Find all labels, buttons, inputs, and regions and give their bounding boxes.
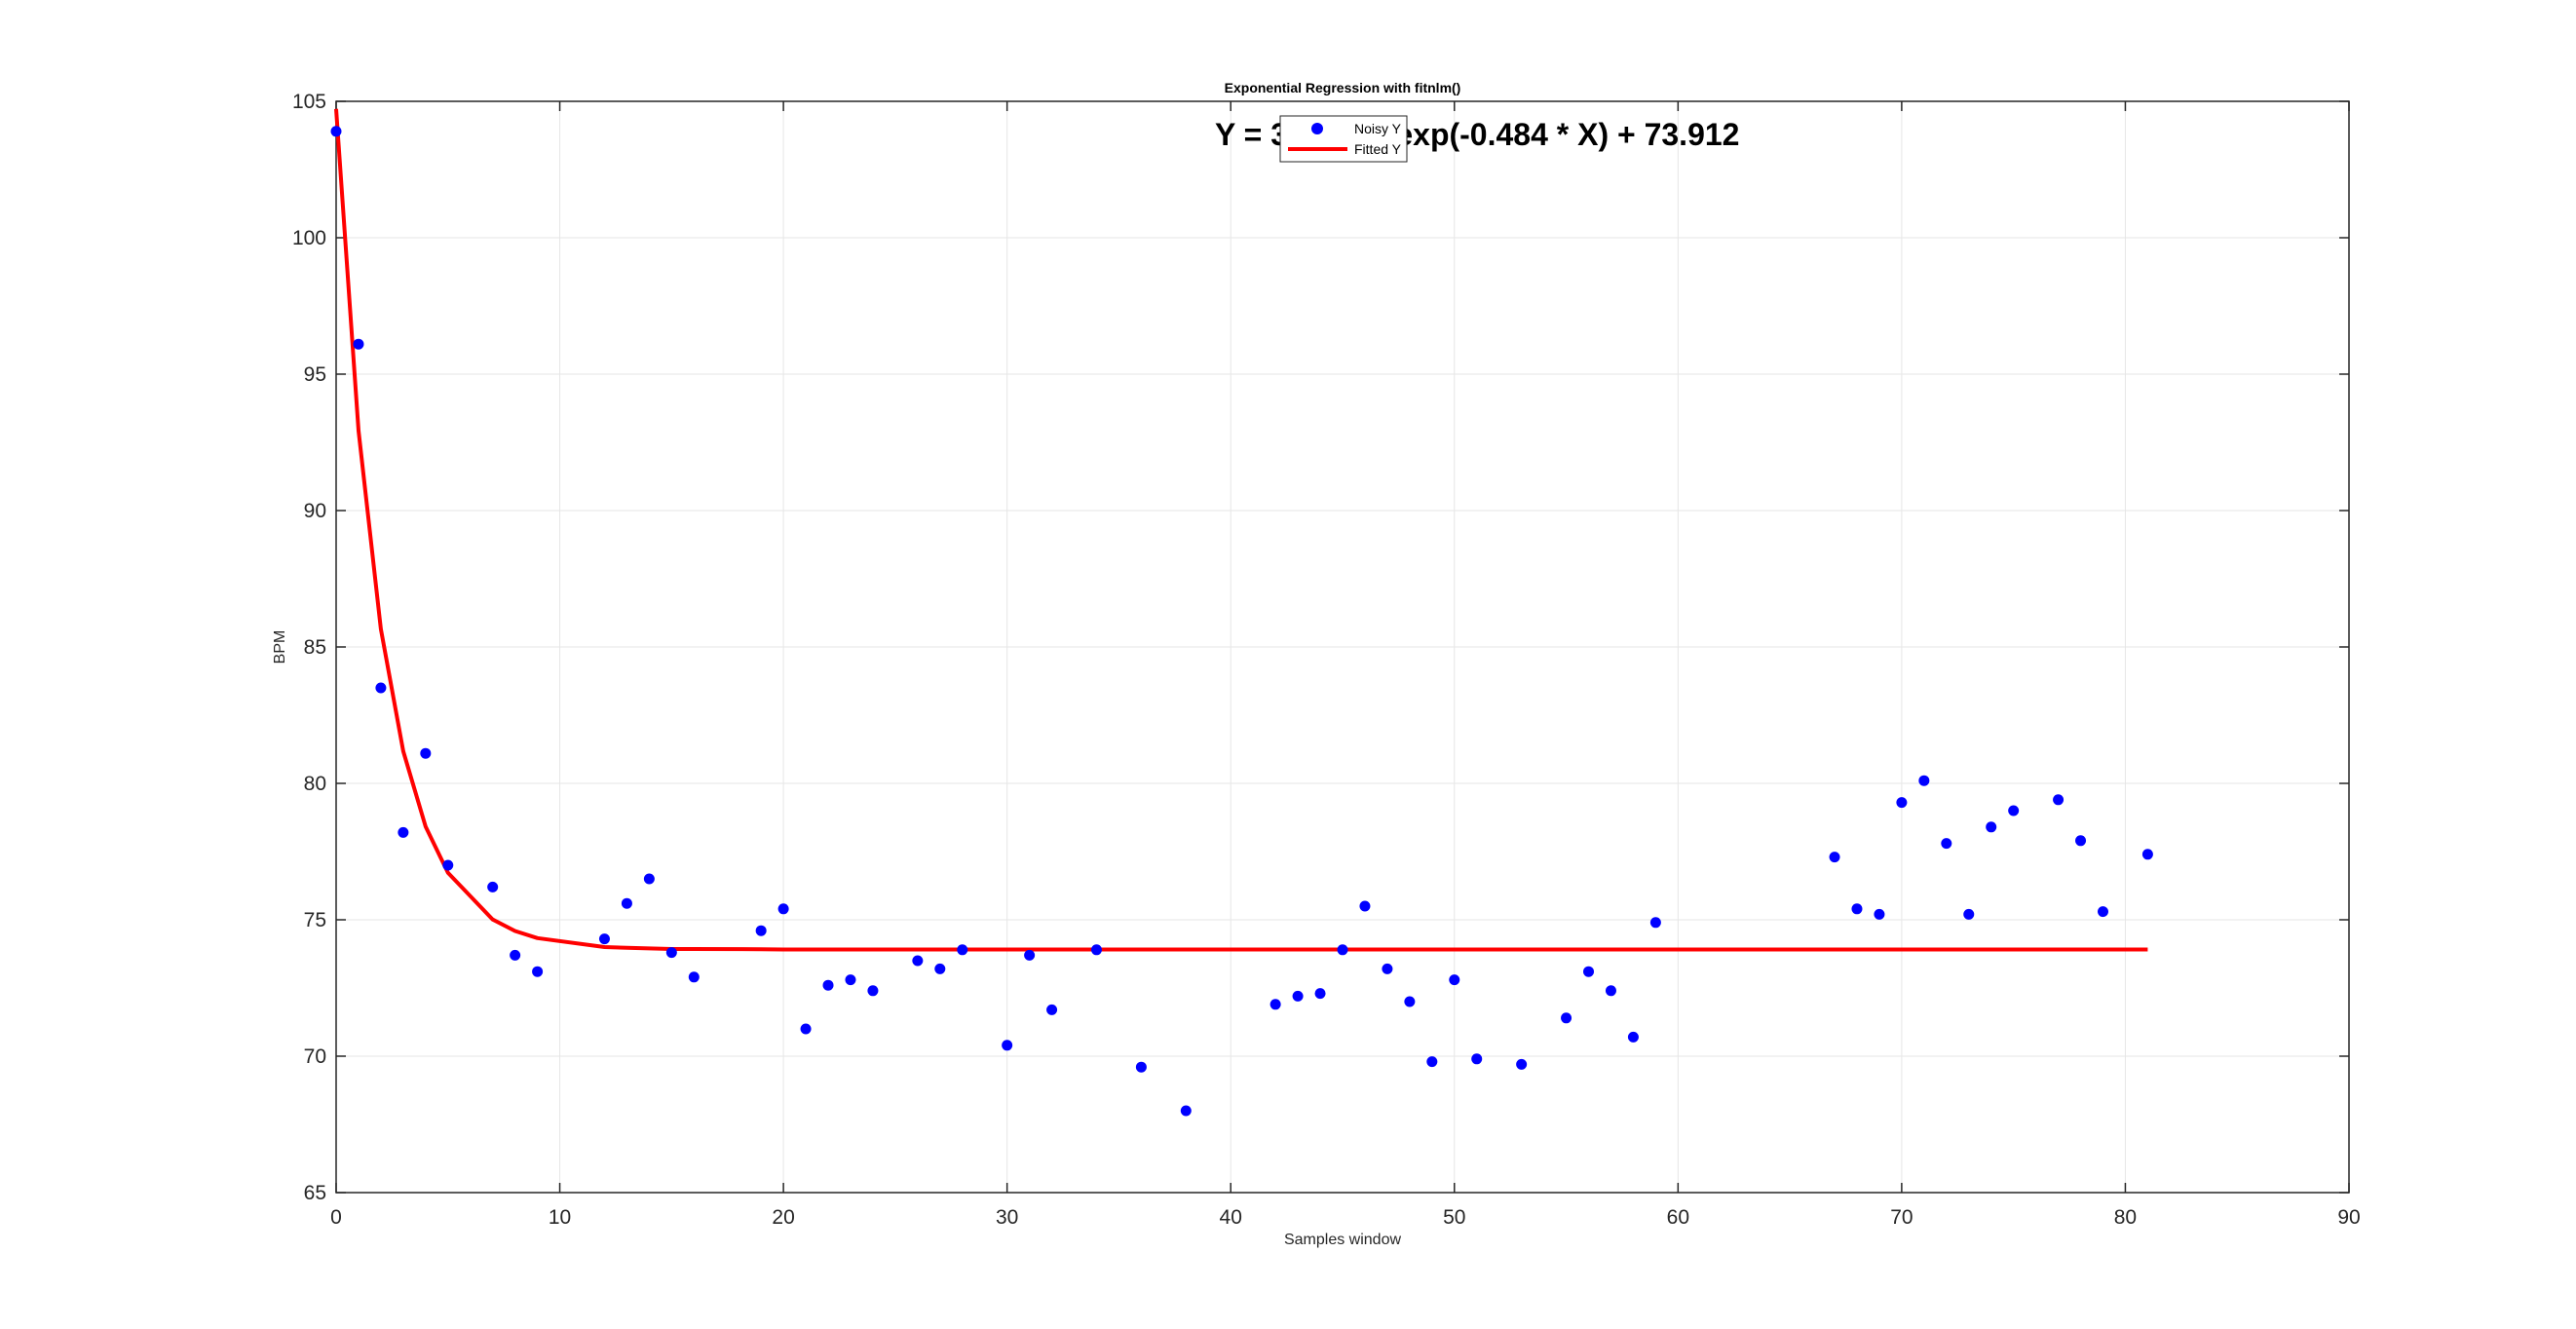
- noisy-point-21: [934, 963, 946, 974]
- y-tick-label-8: 105: [292, 91, 326, 113]
- y-tick-label-6: 95: [304, 363, 326, 386]
- noisy-point-31: [1314, 988, 1326, 1000]
- noisy-point-22: [957, 944, 968, 956]
- noisy-point-48: [1896, 797, 1908, 809]
- legend-marker-noisy: [1311, 123, 1323, 134]
- noisy-point-41: [1583, 966, 1595, 977]
- noisy-point-30: [1292, 990, 1304, 1002]
- noisy-point-53: [2008, 805, 2020, 816]
- x-tick-label-3: 30: [996, 1206, 1018, 1229]
- noisy-point-18: [845, 974, 856, 986]
- noisy-point-32: [1337, 944, 1348, 956]
- noisy-point-52: [1986, 821, 1997, 833]
- noisy-point-45: [1829, 852, 1840, 863]
- x-tick-label-9: 90: [2337, 1206, 2360, 1229]
- x-tick-label-6: 60: [1667, 1206, 1689, 1229]
- noisy-point-50: [1941, 838, 1952, 850]
- noisy-point-24: [1024, 949, 1036, 961]
- noisy-point-51: [1963, 908, 1975, 920]
- axes: [335, 100, 2350, 1194]
- noisy-point-25: [1046, 1004, 1058, 1015]
- fitted-line: [334, 108, 2148, 952]
- noisy-point-34: [1382, 963, 1393, 974]
- noisy-point-42: [1605, 985, 1616, 997]
- legend-entry-noisy: Noisy Y: [1354, 121, 1402, 136]
- noisy-point-27: [1135, 1061, 1147, 1073]
- y-tick-label-5: 90: [304, 500, 326, 522]
- noisy-point-19: [867, 985, 879, 997]
- noisy-point-10: [621, 897, 632, 909]
- noisy-point-7: [510, 949, 521, 961]
- noisy-point-55: [2075, 835, 2087, 847]
- noisy-point-35: [1404, 996, 1416, 1007]
- noisy-point-16: [800, 1023, 812, 1035]
- noisy-point-2: [375, 682, 387, 694]
- legend-box: [1279, 115, 1408, 163]
- y-tick-label-1: 70: [304, 1045, 326, 1068]
- noisy-point-29: [1269, 999, 1281, 1010]
- noisy-point-38: [1471, 1053, 1483, 1065]
- chart-title: Exponential Regression with fitnlm(): [1225, 80, 1461, 95]
- noisy-point-11: [643, 873, 655, 885]
- noisy-point-17: [822, 979, 834, 991]
- legend-entry-fitted: Fitted Y: [1354, 141, 1402, 157]
- noisy-point-12: [665, 947, 677, 959]
- noisy-point-46: [1851, 903, 1863, 915]
- noisy-point-13: [688, 971, 700, 983]
- noisy-point-28: [1180, 1105, 1192, 1117]
- noisy-point-39: [1516, 1058, 1528, 1070]
- y-axis-label: BPM: [272, 630, 288, 664]
- x-axis-label: Samples window: [1284, 1232, 1402, 1248]
- noisy-point-44: [1649, 917, 1661, 929]
- noisy-point-6: [487, 881, 499, 892]
- x-tick-label-8: 80: [2114, 1206, 2137, 1229]
- noisy-point-40: [1561, 1012, 1572, 1024]
- noisy-point-56: [2097, 906, 2108, 918]
- x-tick-label-1: 10: [549, 1206, 571, 1229]
- noisy-point-5: [442, 859, 454, 871]
- noisy-point-36: [1426, 1056, 1438, 1068]
- noisy-point-33: [1359, 900, 1371, 912]
- legend: Noisy Y Fitted Y: [1279, 115, 1408, 163]
- x-tick-label-2: 20: [772, 1206, 794, 1229]
- noisy-point-43: [1627, 1031, 1639, 1043]
- y-tick-label-4: 85: [304, 636, 326, 659]
- noisy-point-47: [1874, 908, 1885, 920]
- fitted-series: [334, 108, 2148, 952]
- noisy-point-3: [398, 826, 409, 838]
- y-tick-label-0: 65: [304, 1182, 326, 1204]
- y-tick-label-3: 80: [304, 773, 326, 795]
- noisy-point-0: [330, 126, 342, 137]
- noisy-point-57: [2141, 849, 2153, 860]
- noisy-point-14: [755, 925, 767, 936]
- y-tick-label-2: 75: [304, 909, 326, 931]
- y-tick-label-7: 100: [292, 227, 326, 249]
- noisy-point-37: [1449, 974, 1460, 986]
- noisy-series: [330, 126, 2153, 1117]
- tick-labels: 0 10 20 30 40 50 60 70 80 90 65 70 75 80 85 90 95 100 105: [292, 91, 2361, 1229]
- noisy-point-49: [1918, 775, 1930, 786]
- noisy-point-54: [2053, 794, 2065, 806]
- x-tick-label-5: 50: [1443, 1206, 1465, 1229]
- x-tick-label-4: 40: [1220, 1206, 1242, 1229]
- noisy-point-20: [912, 955, 924, 967]
- noisy-point-4: [420, 747, 432, 759]
- x-tick-label-0: 0: [330, 1206, 342, 1229]
- x-tick-label-7: 70: [1890, 1206, 1913, 1229]
- noisy-point-23: [1002, 1040, 1013, 1051]
- noisy-point-15: [777, 903, 789, 915]
- noisy-point-8: [532, 966, 544, 977]
- noisy-point-1: [353, 338, 364, 350]
- noisy-point-9: [598, 933, 610, 945]
- noisy-point-26: [1090, 944, 1102, 956]
